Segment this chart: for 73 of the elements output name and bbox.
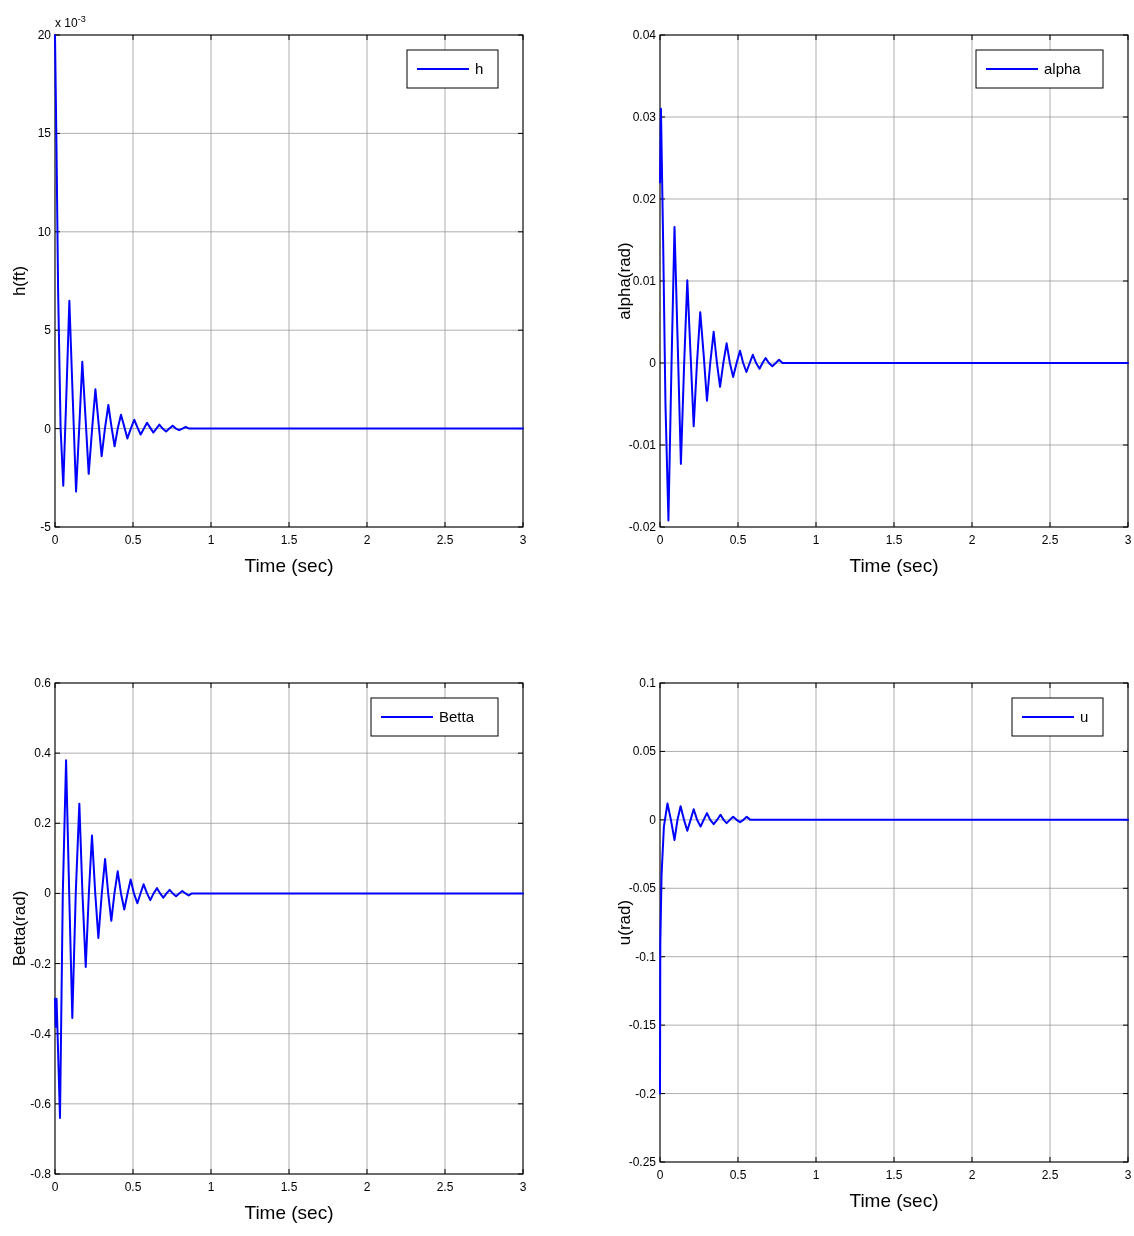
- x-tick-label: 3: [519, 533, 527, 547]
- y-tick-label: 0.03: [632, 110, 657, 124]
- line-series: [659, 802, 1129, 1095]
- legend-label: Betta: [439, 708, 475, 725]
- x-tick-label: 0.5: [124, 1180, 142, 1194]
- y-tick-label: 0.4: [34, 746, 52, 761]
- legend: u: [1011, 697, 1104, 737]
- y-axis-title: Betta(rad): [10, 890, 29, 967]
- x-tick-label: 1: [812, 533, 820, 547]
- y-tick-label: -0.02: [628, 520, 657, 534]
- x-axis-title: Time (sec): [244, 555, 334, 576]
- y-tick-label: 15: [37, 126, 52, 141]
- x-tick-label: 2: [363, 533, 371, 547]
- x-tick-label: 1.5: [885, 1168, 903, 1182]
- legend: h: [406, 49, 499, 89]
- y-tick-label: 0.01: [632, 274, 657, 288]
- y-tick-label: -0.15: [628, 1018, 657, 1033]
- y-tick-label: 0: [649, 812, 657, 827]
- y-tick-label: -0.05: [628, 881, 657, 896]
- y-tick-label: -5: [40, 520, 52, 534]
- y-tick-label: 0: [44, 886, 52, 901]
- x-tick-label: 2.5: [436, 533, 454, 547]
- x-axis-title: Time (sec): [849, 1190, 939, 1211]
- y-axis-title: u(rad): [615, 899, 634, 946]
- y-tick-label: 0.05: [632, 744, 657, 759]
- x-tick-label: 2: [968, 533, 976, 547]
- legend: alpha: [975, 49, 1104, 89]
- x-tick-label: 3: [1124, 533, 1132, 547]
- y-axis-title: h(ft): [10, 265, 29, 297]
- legend-label: u: [1080, 708, 1089, 725]
- x-tick-label: 1: [207, 1180, 215, 1194]
- y-tick-label: 5: [44, 323, 52, 338]
- x-axis-title: Time (sec): [244, 1202, 334, 1223]
- y-tick-label: -0.2: [30, 956, 52, 971]
- x-tick-label: 1: [812, 1168, 820, 1182]
- x-tick-label: 3: [519, 1180, 527, 1194]
- legend-label: h: [475, 60, 484, 77]
- x-tick-label: 0.5: [729, 533, 747, 547]
- y-tick-label: -0.4: [30, 1026, 52, 1041]
- x-tick-label: 1.5: [280, 1180, 298, 1194]
- y-tick-label: 0.2: [34, 816, 52, 831]
- line-series: [54, 759, 524, 1119]
- x-tick-label: 2.5: [436, 1180, 454, 1194]
- y-tick-label: -0.25: [628, 1155, 657, 1169]
- x-tick-label: 2.5: [1041, 533, 1059, 547]
- y-tick-label: -0.8: [30, 1167, 52, 1181]
- y-tick-label: 0.6: [34, 676, 52, 690]
- legend-label: alpha: [1044, 60, 1082, 77]
- y-tick-label: -0.2: [635, 1086, 657, 1101]
- y-tick-label: 0: [649, 356, 657, 370]
- legend: Betta: [370, 697, 499, 737]
- x-axis-title: Time (sec): [849, 555, 939, 576]
- y-tick-label: -0.6: [30, 1096, 52, 1111]
- x-tick-label: 2: [968, 1168, 976, 1182]
- x-tick-label: 1.5: [885, 533, 903, 547]
- x-tick-label: 3: [1124, 1168, 1132, 1182]
- y-tick-label: 0.02: [632, 192, 657, 206]
- x-tick-label: 2: [363, 1180, 371, 1194]
- y-tick-label: -0.01: [628, 438, 657, 452]
- x-tick-label: 1: [207, 533, 215, 547]
- y-tick-label: 10: [37, 224, 52, 239]
- line-series: [659, 107, 1129, 522]
- x-tick-label: 0.5: [124, 533, 142, 547]
- text: x 10$^{-3}$: [55, 14, 86, 30]
- x-tick-label: 2.5: [1041, 1168, 1059, 1182]
- y-tick-label: -0.1: [635, 949, 657, 964]
- y-tick-label: 0.04: [632, 28, 657, 42]
- y-tick-label: 0.1: [639, 676, 657, 690]
- x-tick-label: 1.5: [280, 533, 298, 547]
- y-tick-label: 0: [44, 421, 52, 436]
- y-tick-label: 20: [37, 28, 52, 42]
- y-axis-title: alpha(rad): [615, 242, 634, 320]
- x-tick-label: 0.5: [729, 1168, 747, 1182]
